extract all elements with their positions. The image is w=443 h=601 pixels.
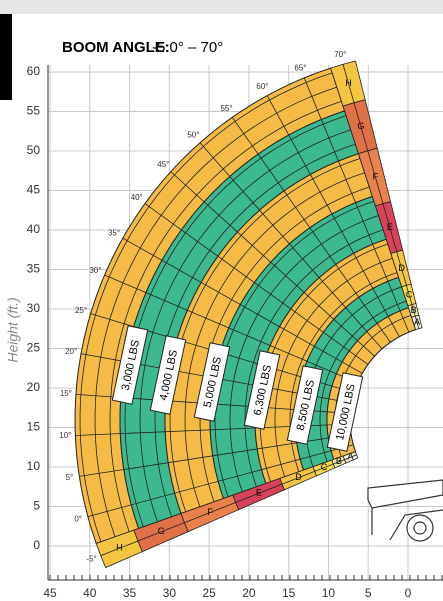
angle-label: 65° (294, 64, 306, 73)
ext-letter: A (348, 452, 354, 462)
x-tick-label: 10 (322, 586, 336, 600)
x-tick-label: 20 (242, 586, 256, 600)
load-box (111, 325, 149, 405)
ext-letter: E (256, 488, 262, 498)
y-tick-label: 5 (33, 499, 40, 513)
arc (244, 229, 384, 487)
y-tick-label: 55 (27, 104, 41, 118)
arc (259, 243, 388, 482)
machine (367, 479, 443, 542)
hub (413, 521, 427, 535)
angle-line (170, 171, 375, 357)
arc (109, 101, 342, 532)
y-tick-label: 40 (27, 222, 41, 236)
angle-label: 50° (187, 130, 199, 139)
angle-label: 15° (60, 389, 72, 398)
y-tick-label: 10 (27, 459, 41, 473)
top-band (0, 0, 443, 14)
y-axis-title: Height (ft.) (5, 297, 21, 362)
angle-label: -5° (86, 554, 96, 563)
y-tick-label: 60 (27, 64, 41, 78)
angle-label: 25° (75, 306, 87, 315)
angle-label: 60° (256, 82, 268, 91)
ext-letter: G (158, 526, 165, 536)
angle-line (231, 117, 391, 343)
arc (94, 86, 337, 537)
ext-letter: D (398, 263, 405, 273)
load-box (193, 342, 231, 422)
arc (274, 257, 393, 477)
ext-letter: F (373, 172, 379, 182)
y-tick-label: 30 (27, 301, 41, 315)
arc (79, 72, 333, 542)
arc (154, 143, 356, 517)
ext-letter: F (207, 507, 213, 517)
arc (139, 129, 351, 522)
x-tick-label: 30 (163, 586, 177, 600)
angle-label: 5° (66, 473, 74, 482)
load-label: 6,300 LBS (243, 350, 281, 430)
angle-line (104, 274, 358, 384)
angle-label: 45° (157, 160, 169, 169)
angle-label: 35° (108, 228, 120, 237)
arc (124, 115, 347, 527)
angle-line (342, 64, 420, 329)
load-box (326, 372, 364, 452)
arc (319, 300, 407, 462)
load-box (149, 335, 187, 415)
ext-letter: C (321, 462, 328, 472)
y-tick-label: 50 (27, 143, 41, 157)
angle-line (144, 203, 369, 365)
x-tick-label: 35 (123, 586, 137, 600)
angle-line (100, 454, 357, 556)
arc (199, 186, 370, 502)
arc (184, 172, 365, 507)
angle-line (199, 142, 383, 350)
load-label: 5,000 LBS (193, 342, 231, 422)
load-label: 8,500 LBS (286, 365, 324, 445)
x-tick-label: 0 (405, 586, 412, 600)
arc (214, 200, 375, 497)
angle-label: 0° (74, 514, 82, 523)
y-tick-label: 35 (27, 262, 41, 276)
side-tab (0, 14, 12, 100)
angle-label: 10° (59, 431, 71, 440)
angle-line (87, 444, 354, 517)
ext-letter: B (336, 456, 342, 466)
y-tick-label: 20 (27, 380, 41, 394)
load-box (286, 365, 324, 445)
arc (229, 215, 379, 492)
x-tick-label: 40 (83, 586, 97, 600)
x-tick-label: 15 (282, 586, 296, 600)
load-label: 10,000 LBS (326, 372, 364, 452)
y-tick-label: 45 (27, 183, 41, 197)
ext-letter: H (116, 543, 123, 553)
y-tick-label: 25 (27, 341, 41, 355)
frame (389, 509, 443, 541)
angle-label: 40° (131, 193, 143, 202)
header-label: BOOM ANGLE: (62, 39, 170, 56)
ext-letter: C (406, 289, 413, 299)
x-tick-label: 5 (365, 586, 372, 600)
ext-letter: D (295, 472, 302, 482)
load-label: 3,000 LBS (111, 325, 149, 405)
header-range: -5.0° – 70° (152, 39, 223, 56)
x-tick-label: 25 (202, 586, 216, 600)
angle-label: 55° (220, 104, 232, 113)
x-tick-label: 45 (43, 586, 57, 600)
angle-line (122, 237, 363, 374)
angle-line (266, 95, 400, 337)
arc (169, 158, 361, 512)
angle-line (303, 77, 410, 333)
y-tick-label: 0 (33, 538, 40, 552)
load-label: 4,000 LBS (149, 335, 187, 415)
load-box (243, 350, 281, 430)
boom (367, 479, 443, 509)
y-tick-label: 15 (27, 420, 41, 434)
angle-label: 30° (89, 266, 101, 275)
angle-label: 70° (334, 50, 346, 59)
wheel (406, 514, 434, 542)
angle-label: 20° (65, 347, 77, 356)
